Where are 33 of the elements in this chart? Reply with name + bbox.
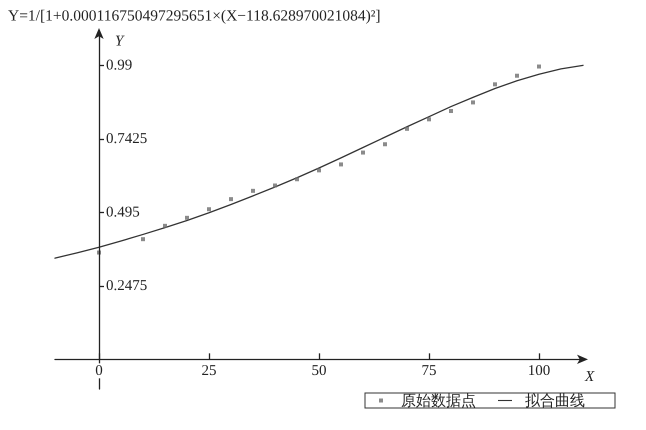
point <box>449 109 453 114</box>
point <box>273 183 277 188</box>
point <box>185 216 189 220</box>
y-axis-title: Y <box>115 34 125 50</box>
point <box>229 197 233 202</box>
point <box>141 237 145 242</box>
point <box>295 177 299 182</box>
point <box>251 188 255 193</box>
legend-label: 原始数据点 <box>401 392 476 410</box>
point <box>493 82 497 86</box>
point <box>405 126 409 131</box>
y-tick-label: 0.99 <box>106 58 132 74</box>
x-tick-label: 0 <box>95 362 103 379</box>
chart-title: Y=1/[1+0.000116750497295651×(X−118.628970021084)²] <box>8 8 381 24</box>
x-axis-title: X <box>584 368 595 385</box>
point <box>361 150 365 155</box>
y-tick-label: 0.7425 <box>106 131 148 148</box>
point <box>207 207 211 212</box>
legend-label: 拟合曲线 <box>525 392 585 410</box>
point <box>427 117 431 122</box>
point <box>163 224 167 228</box>
x-tick-label: 50 <box>312 362 326 379</box>
x-tick-label: 25 <box>202 362 216 379</box>
point <box>383 142 387 146</box>
point <box>339 162 343 166</box>
y-tick-label: 0.2475 <box>106 278 148 294</box>
point <box>515 74 519 78</box>
point <box>537 64 541 69</box>
point <box>471 100 475 104</box>
x-tick-label: 100 <box>528 362 550 379</box>
point <box>317 168 321 172</box>
x-tick-label: 75 <box>422 362 436 379</box>
y-tick-label: 0.495 <box>106 204 140 220</box>
